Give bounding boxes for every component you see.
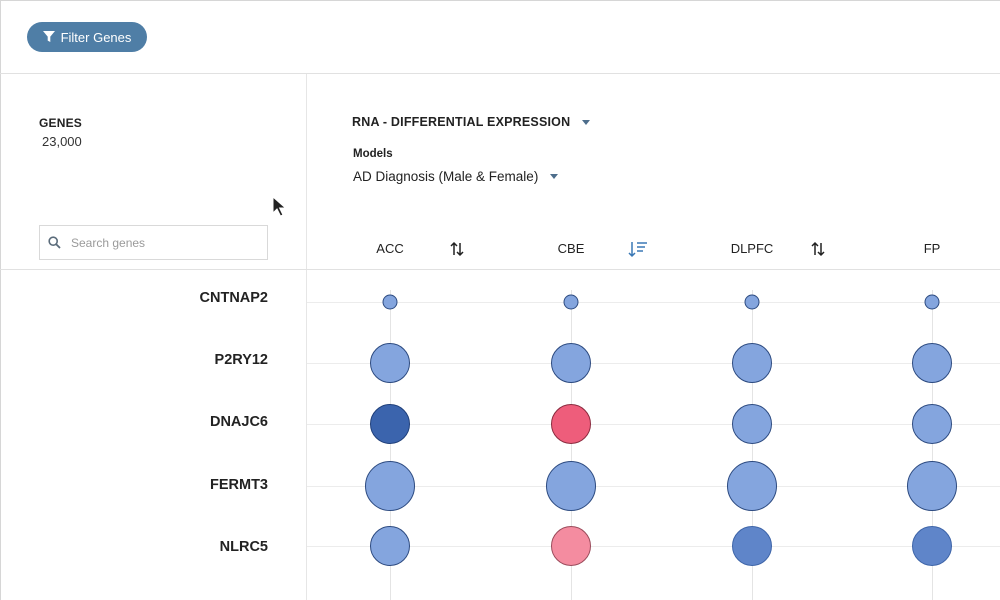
- caret-down-icon: [550, 174, 559, 179]
- sort-arrows-icon[interactable]: [449, 240, 465, 258]
- expression-dot-fermt3-dlpfc[interactable]: [727, 461, 777, 511]
- filter-genes-button[interactable]: Filter Genes: [27, 22, 147, 52]
- expression-dot-p2ry12-dlpfc[interactable]: [732, 343, 772, 383]
- row-gridline: [307, 424, 1000, 425]
- gene-label-nlrc5[interactable]: NLRC5: [219, 539, 268, 555]
- toolbar-divider: [0, 73, 1000, 74]
- expression-dot-p2ry12-fp[interactable]: [912, 343, 952, 383]
- column-gridline: [571, 290, 572, 600]
- column-gridline: [390, 290, 391, 600]
- row-gridline: [307, 363, 1000, 364]
- expression-dot-fermt3-fp[interactable]: [907, 461, 957, 511]
- gene-label-fermt3[interactable]: FERMT3: [210, 477, 268, 493]
- column-header-dlpfc[interactable]: DLPFC: [730, 241, 774, 256]
- caret-down-icon: [582, 119, 591, 125]
- analysis-type-label: RNA - DIFFERENTIAL EXPRESSION: [352, 115, 571, 129]
- column-gridline: [932, 290, 933, 600]
- mouse-cursor-icon: [272, 196, 287, 217]
- expression-dot-fermt3-cbe[interactable]: [546, 461, 596, 511]
- filter-icon: [42, 31, 55, 42]
- expression-dot-dnajc6-cbe[interactable]: [551, 404, 591, 444]
- window-top-border: [0, 0, 1000, 1]
- expression-dot-cntnap2-cbe[interactable]: [563, 294, 579, 310]
- search-icon: [48, 236, 61, 249]
- table-header-divider: [0, 269, 1000, 270]
- gene-label-dnajc6[interactable]: DNAJC6: [209, 414, 268, 430]
- genes-count: 23,000: [42, 134, 82, 149]
- column-header-fp[interactable]: FP: [923, 241, 941, 256]
- expression-dot-fermt3-acc[interactable]: [365, 461, 415, 511]
- expression-dot-cntnap2-acc[interactable]: [382, 294, 398, 310]
- expression-dot-dnajc6-acc[interactable]: [370, 404, 410, 444]
- sort-descending-icon[interactable]: [628, 240, 648, 258]
- filter-genes-label: Filter Genes: [60, 29, 132, 45]
- gene-label-p2ry12[interactable]: P2RY12: [214, 352, 268, 368]
- expression-dot-nlrc5-fp[interactable]: [912, 526, 952, 566]
- search-genes-input[interactable]: [69, 234, 253, 251]
- expression-dot-cntnap2-fp[interactable]: [924, 294, 940, 310]
- column-gridline: [752, 290, 753, 600]
- column-header-cbe[interactable]: CBE: [557, 241, 585, 256]
- expression-dot-dnajc6-dlpfc[interactable]: [732, 404, 772, 444]
- row-gridline: [307, 302, 1000, 303]
- row-gridline: [307, 546, 1000, 547]
- expression-dot-dnajc6-fp[interactable]: [912, 404, 952, 444]
- sidebar-divider: [306, 74, 307, 600]
- search-genes-box[interactable]: [39, 225, 268, 260]
- models-dropdown[interactable]: AD Diagnosis (Male & Female): [353, 169, 559, 184]
- expression-dot-p2ry12-cbe[interactable]: [551, 343, 591, 383]
- genes-heading: GENES: [39, 116, 83, 130]
- gene-label-cntnap2[interactable]: CNTNAP2: [199, 290, 268, 306]
- expression-dot-p2ry12-acc[interactable]: [370, 343, 410, 383]
- sort-arrows-icon[interactable]: [810, 240, 826, 258]
- expression-dot-nlrc5-acc[interactable]: [370, 526, 410, 566]
- row-gridline: [307, 486, 1000, 487]
- models-selected-value: AD Diagnosis (Male & Female): [353, 169, 539, 184]
- analysis-type-dropdown[interactable]: RNA - DIFFERENTIAL EXPRESSION: [352, 115, 591, 129]
- window-left-border: [0, 0, 1, 600]
- expression-dot-cntnap2-dlpfc[interactable]: [744, 294, 760, 310]
- column-header-acc[interactable]: ACC: [376, 241, 404, 256]
- expression-dot-nlrc5-dlpfc[interactable]: [732, 526, 772, 566]
- expression-dot-nlrc5-cbe[interactable]: [551, 526, 591, 566]
- models-label: Models: [353, 148, 393, 160]
